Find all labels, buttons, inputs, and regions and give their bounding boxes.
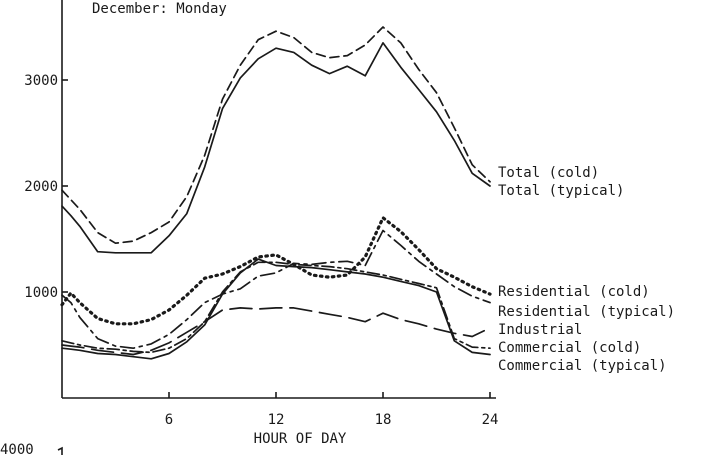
series-line xyxy=(61,26,491,245)
lower-panel-axis-label: 4000 xyxy=(0,442,34,455)
series-line xyxy=(61,258,491,360)
x-tick-label: 6 xyxy=(165,412,173,428)
y-tick-label: 1000 xyxy=(24,285,58,301)
x-ticks: 6 12 18 24 xyxy=(165,392,499,428)
series-line xyxy=(61,261,491,354)
series-line xyxy=(61,307,491,356)
y-ticks: 1000 2000 3000 xyxy=(24,73,68,301)
x-tick-label: 12 xyxy=(268,412,285,428)
series-line xyxy=(61,42,491,254)
series-label: Industrial xyxy=(498,322,582,338)
series-label: Total (typical) xyxy=(498,183,624,199)
series-label: Commercial (cold) xyxy=(498,340,641,356)
series-label: Residential (typical) xyxy=(498,304,675,320)
chart-title: December: Monday xyxy=(92,1,227,17)
x-tick-label: 24 xyxy=(482,412,499,428)
y-tick-label: 2000 xyxy=(24,179,58,195)
series-line xyxy=(61,229,491,350)
series-line xyxy=(60,216,492,326)
lower-panel-axis-stub xyxy=(57,446,63,455)
series-label: Commercial (typical) xyxy=(498,358,667,374)
y-tick-label: 3000 xyxy=(24,73,58,89)
x-axis-title: HOUR OF DAY xyxy=(254,431,347,447)
series-lines xyxy=(60,26,492,360)
x-tick-label: 18 xyxy=(375,412,392,428)
series-labels: Total (cold) Total (typical) Residential (… xyxy=(498,165,675,374)
series-label: Residential (cold) xyxy=(498,284,650,300)
series-label: Total (cold) xyxy=(498,165,599,181)
